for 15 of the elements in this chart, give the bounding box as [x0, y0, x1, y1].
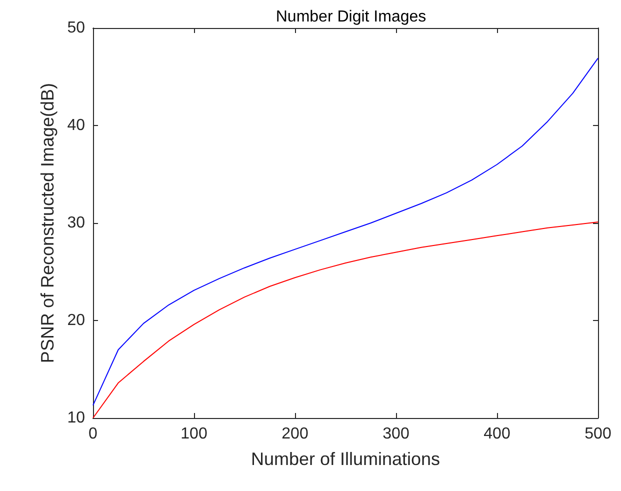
y-tick-label: 10	[67, 410, 86, 426]
x-tick-label: 400	[484, 426, 510, 442]
y-tick-label: 50	[67, 20, 86, 36]
x-tick-label: 500	[584, 426, 612, 442]
x-tick-label: 200	[282, 426, 308, 442]
y-tick-label: 20	[67, 312, 86, 329]
x-tick-label: 300	[382, 426, 410, 442]
x-axis-title: Number of Illuminations	[250, 449, 440, 469]
x-tick-label: 0	[88, 426, 98, 442]
line-series	[92, 58, 598, 406]
y-axis-title: PSNR of Reconstructed Image(dB)	[37, 82, 58, 364]
y-tick-label: 30	[67, 214, 86, 232]
x-tick-label: 100	[180, 426, 208, 442]
y-tick-label: 40	[67, 117, 86, 134]
chart-title: Number Digit Images	[276, 8, 426, 26]
